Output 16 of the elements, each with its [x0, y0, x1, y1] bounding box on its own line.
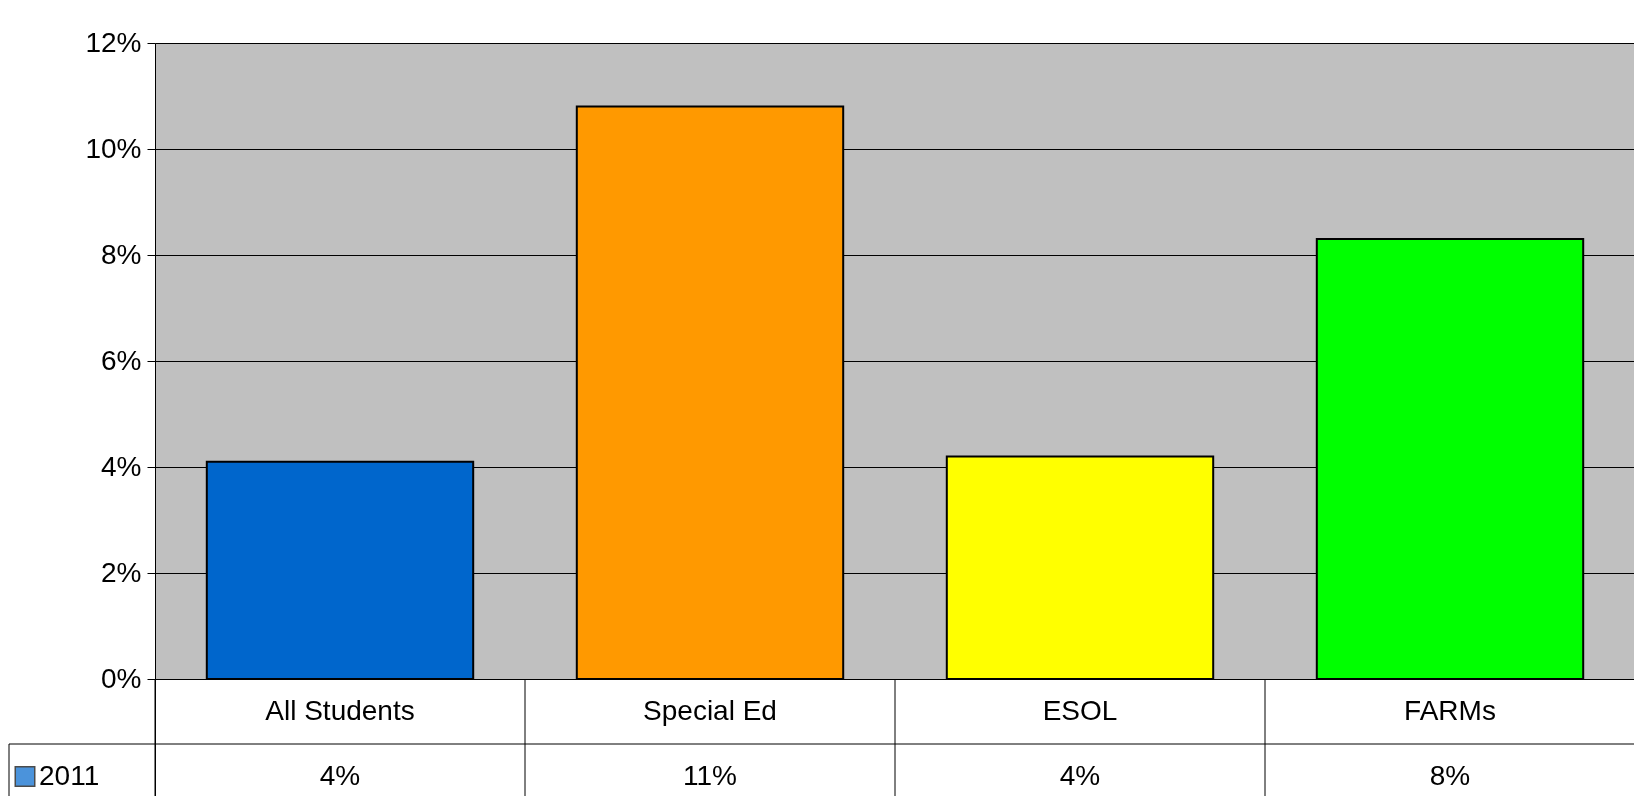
legend-label: 2011 [39, 759, 100, 791]
data-label: 8% [1429, 759, 1471, 791]
y-tick-label: 0% [101, 662, 142, 694]
y-tick-label: 10% [85, 132, 142, 164]
x-tick-label: FARMs [1404, 694, 1496, 726]
y-tick-label: 2% [101, 556, 142, 588]
data-label: 4% [319, 759, 361, 791]
y-tick-label: 8% [101, 238, 142, 270]
x-tick-label: Special Ed [643, 694, 777, 726]
y-tick-label: 6% [101, 344, 142, 376]
y-tick-label: 4% [101, 450, 142, 482]
y-tick-label: 12% [85, 26, 142, 58]
x-tick-label: ESOL [1042, 694, 1118, 726]
x-tick-label: All Students [265, 694, 415, 726]
data-label: 4% [1059, 759, 1101, 791]
data-label: 11% [683, 759, 737, 791]
